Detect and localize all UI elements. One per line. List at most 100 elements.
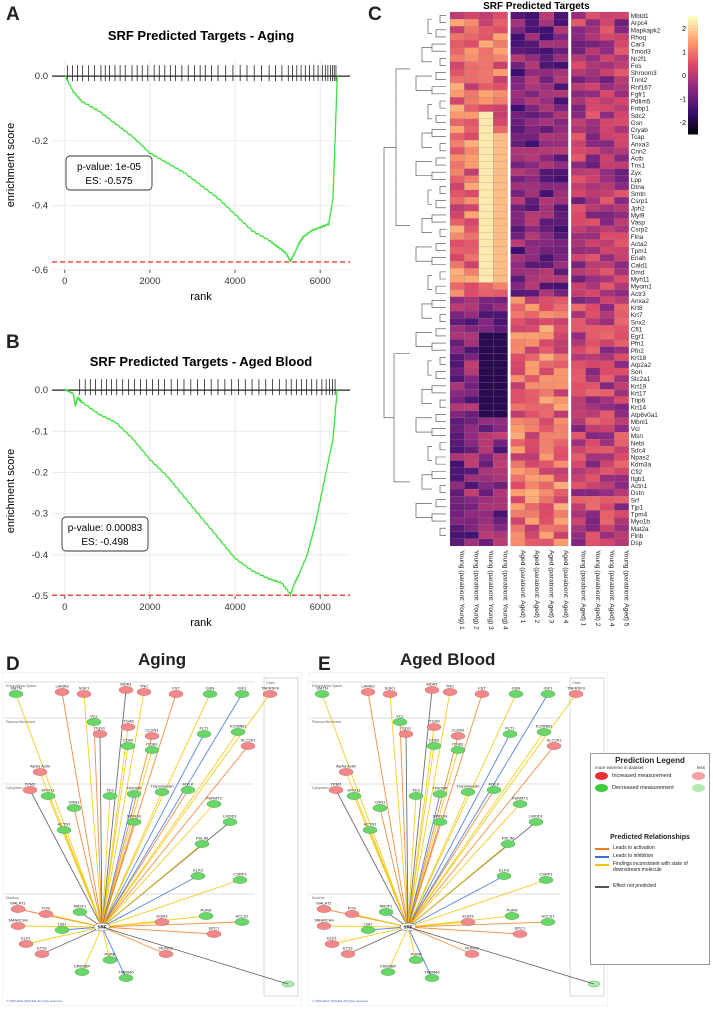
heatmap-cell — [539, 488, 554, 497]
heatmap-cell — [585, 218, 601, 226]
heatmap-cell — [478, 47, 494, 55]
heatmap-cell — [449, 76, 465, 84]
plot-area — [52, 386, 350, 596]
heatmap-cell — [614, 467, 629, 475]
heatmap-cell — [614, 410, 629, 418]
heatmap-cell — [464, 517, 479, 525]
heatmap-cell — [553, 389, 569, 397]
heatmap-cell — [599, 282, 615, 290]
heatmap-cell — [571, 382, 586, 390]
heatmap-cell — [464, 453, 479, 461]
heatmap-cell — [571, 218, 586, 226]
heatmap-cell — [571, 396, 586, 404]
heatmap-cell — [553, 61, 569, 70]
heatmap-cell — [464, 332, 479, 340]
heatmap-cell — [553, 204, 569, 212]
panel-label-a: A — [6, 4, 20, 25]
heatmap-cell — [524, 474, 540, 482]
heatmap-cell — [614, 11, 629, 20]
heatmap-cell — [553, 161, 569, 169]
heatmap-cell — [493, 360, 508, 369]
heatmap-cell — [478, 289, 494, 297]
heatmap-cell — [493, 446, 508, 454]
heatmap-cell — [571, 303, 586, 312]
network-node — [120, 742, 136, 750]
heatmap-cell — [510, 118, 526, 126]
colorbar-segment — [688, 16, 698, 20]
node-label: WDR1 — [426, 681, 439, 686]
colorbar-segment — [688, 27, 698, 32]
row-label: Krt19 — [631, 383, 647, 390]
heatmap-cell — [478, 68, 494, 77]
colorbar-segment — [688, 116, 698, 120]
x-axis-label: rank — [190, 291, 212, 303]
network-node — [338, 768, 354, 776]
row-label: Myh11 — [631, 277, 650, 284]
heatmap-cell — [510, 367, 526, 376]
heatmap-cell — [585, 197, 601, 205]
network-edge — [367, 691, 409, 928]
network-edge — [101, 693, 243, 928]
heatmap-cell — [585, 389, 601, 397]
heatmap-cell — [510, 161, 526, 169]
network-node — [450, 746, 466, 754]
heatmap-cell — [553, 367, 569, 376]
node-label: ITGB1 — [146, 741, 158, 746]
legend-inhibition: Leads to inhibition — [591, 852, 709, 860]
heatmap-cell — [539, 439, 554, 447]
colorbar-segment — [688, 80, 698, 85]
heatmap-cell — [614, 68, 629, 77]
network-edge — [407, 693, 517, 928]
colorbar-segment — [688, 66, 698, 70]
heatmap-cell — [478, 403, 494, 411]
heatmap-cell — [599, 289, 615, 297]
heatmap-cell — [510, 26, 526, 34]
row-label: Car3 — [631, 42, 645, 49]
heatmap-cell — [539, 33, 554, 41]
heatmap-cell — [478, 125, 494, 134]
heatmap-cell — [614, 47, 629, 55]
heatmap-cell — [571, 360, 586, 369]
heatmap-cell — [449, 517, 465, 525]
heatmap-cell — [599, 375, 615, 383]
x-tick-label: 0 — [62, 602, 67, 613]
heatmap-cell — [449, 175, 465, 183]
heatmap-cell — [464, 339, 479, 347]
heatmap-cell — [464, 538, 479, 547]
heatmap-cell — [571, 246, 586, 255]
network-edge — [407, 735, 459, 928]
node-label: IGF1 — [238, 685, 248, 690]
heatmap-cell — [599, 268, 615, 276]
row-label: Actn1 — [631, 483, 648, 490]
heatmap-cell — [539, 481, 554, 490]
network-node — [86, 718, 102, 726]
heatmap-cell — [478, 531, 494, 539]
heatmap-cell — [585, 275, 601, 283]
heatmap-cell — [524, 83, 540, 91]
region-label: Nucleus — [312, 896, 325, 900]
heatmap-cell — [493, 204, 508, 212]
node-label: VCL — [396, 713, 405, 718]
network-edge — [101, 791, 163, 928]
heatmap-cell — [449, 268, 465, 276]
heatmap-cell — [524, 218, 540, 226]
heatmap-cell — [585, 225, 601, 233]
row-label: Dstn — [631, 490, 645, 497]
heatmap-cell — [553, 353, 569, 361]
heatmap-cell — [553, 83, 569, 91]
network-edge — [25, 926, 103, 945]
region-label: Cytoplasm — [312, 786, 329, 790]
chart-title: SRF Predicted Targets - Aged Blood — [90, 354, 313, 369]
heatmap-cell — [585, 460, 601, 468]
heatmap-cell — [524, 90, 540, 98]
heatmap-cell — [449, 125, 465, 134]
heatmap-cell — [510, 168, 526, 176]
heatmap-cell — [524, 275, 540, 283]
legend-inconsistent: Findings inconsistent with state of down… — [591, 860, 709, 874]
heatmap-cell — [493, 289, 508, 297]
heatmap-cell — [510, 453, 526, 461]
network-edge — [101, 843, 203, 928]
region-label: Plasma Membrane — [6, 720, 35, 724]
heatmap-cell — [571, 268, 586, 276]
row-label: Mat2a — [631, 526, 649, 533]
